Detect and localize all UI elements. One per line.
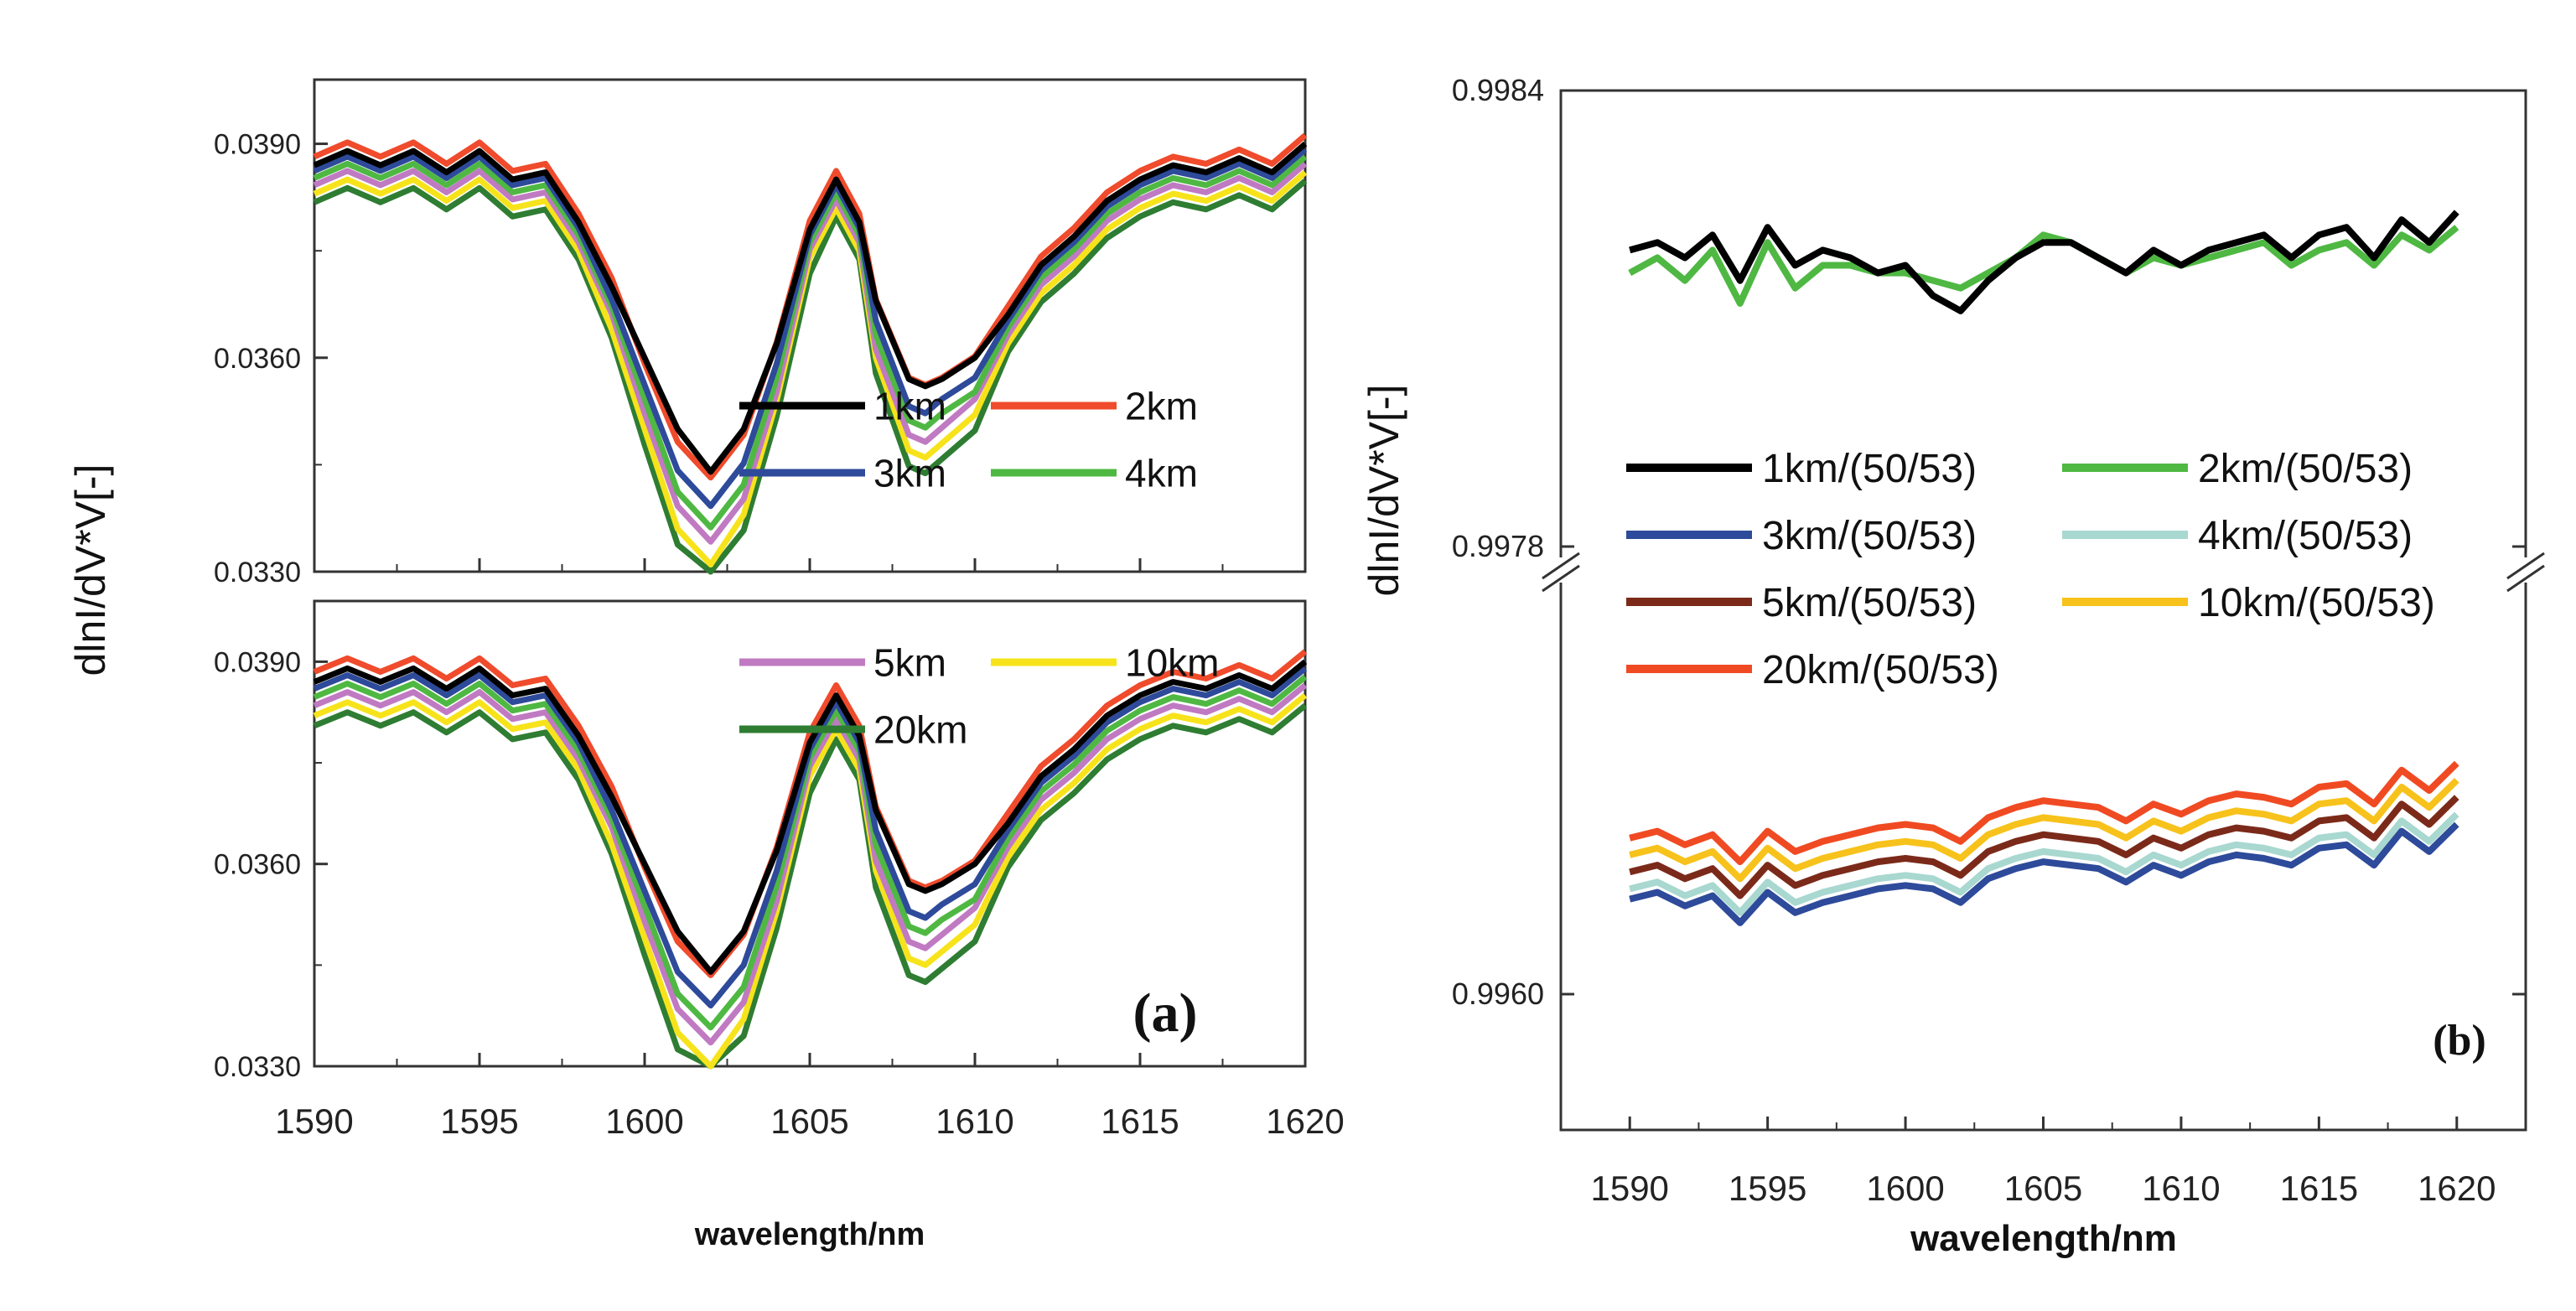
legend-label-series-10km-50-53: 10km/(50/53) xyxy=(2198,581,2435,625)
series-1km-50-53-line-b xyxy=(1629,210,2459,314)
axis-break-mark xyxy=(2506,552,2545,580)
plots: 0.0330 0.0360 0.0390 1590 1595 1600 1605 1610 16… xyxy=(214,73,2545,1208)
series-5km-line-a-bottom xyxy=(313,682,1308,1046)
panel-a-label: (a) xyxy=(1133,982,1198,1044)
y-tick-label-b: 0.9984 xyxy=(1452,73,1544,107)
x-tick-label-b-1590: 1590 xyxy=(1590,1168,1668,1208)
x-tick-label-1605: 1605 xyxy=(770,1101,848,1141)
axis-break-mark xyxy=(1542,564,1580,593)
series-3km-50-53-line-b xyxy=(1629,821,2459,926)
y-tick-label-a-top: 0.0390 xyxy=(214,129,301,161)
x-tick-label-1620: 1620 xyxy=(1266,1101,1344,1141)
legend-label-series-1km-50-53: 1km/(50/53) xyxy=(1762,447,1977,491)
series-5km-line-a-top xyxy=(313,161,1308,545)
axis-break-mark xyxy=(1542,552,1580,580)
panel-b-xlabel: wavelength/nm xyxy=(1910,1218,2177,1259)
series-2km-line-a-top xyxy=(313,132,1308,481)
legend-label-series-20km: 20km xyxy=(873,708,967,752)
x-tick-label-b-1615: 1615 xyxy=(2280,1168,2358,1208)
series-4km-line-a-top xyxy=(313,154,1308,531)
x-tick-label-b-1595: 1595 xyxy=(1729,1168,1806,1208)
panel-a-ylabel: dlnI/dV*V[-] xyxy=(67,464,114,676)
legend-label-series-4km: 4km xyxy=(1125,452,1198,495)
legend-label-series-5km-50-53: 5km/(50/53) xyxy=(1762,581,1977,625)
panel-b-label: (b) xyxy=(2433,1017,2486,1065)
y-tick-label-a-top: 0.0360 xyxy=(214,343,301,375)
x-tick-label-b-1610: 1610 xyxy=(2142,1168,2220,1208)
legend-label-series-5km: 5km xyxy=(873,641,946,685)
y-tick-label-b: 0.9960 xyxy=(1452,977,1544,1011)
x-tick-label-1595: 1595 xyxy=(440,1101,518,1141)
series-20km-line-a-bottom xyxy=(313,702,1308,1070)
x-tick-label-1590: 1590 xyxy=(275,1101,353,1141)
legend-label-series-10km: 10km xyxy=(1125,641,1219,685)
series-1km-line-a-top xyxy=(313,141,1308,475)
legend-label-series-2km-50-53: 2km/(50/53) xyxy=(2198,447,2413,491)
series-4km-50-53-line-b xyxy=(1629,811,2459,916)
legend-label-series-4km-50-53: 4km/(50/53) xyxy=(2198,514,2413,558)
series-2km-line-a-bottom xyxy=(313,649,1308,978)
legend-label-series-3km-50-53: 3km/(50/53) xyxy=(1762,514,1977,558)
legend-label-series-3km: 3km xyxy=(873,452,946,495)
y-tick-label-a-bottom: 0.0330 xyxy=(214,1051,301,1083)
x-tick-label-1615: 1615 xyxy=(1101,1101,1179,1141)
y-tick-label-b: 0.9978 xyxy=(1452,529,1544,563)
x-tick-label-b-1620: 1620 xyxy=(2418,1168,2496,1208)
series-5km-50-53-line-b xyxy=(1629,795,2459,899)
y-tick-label-a-top: 0.0330 xyxy=(214,557,301,588)
series-4km-line-a-bottom xyxy=(313,674,1308,1031)
x-tick-label-b-1605: 1605 xyxy=(2004,1168,2082,1208)
panel-b-ylabel: dlnI/dV*V[-] xyxy=(1361,385,1407,597)
y-tick-label-a-bottom: 0.0390 xyxy=(214,646,301,678)
series-10km-line-a-top xyxy=(313,169,1308,567)
x-tick-label-b-1600: 1600 xyxy=(1866,1168,1944,1208)
series-10km-50-53-line-b xyxy=(1629,777,2459,883)
series-2km-50-53-line-b xyxy=(1628,225,2459,307)
axis-break-mark xyxy=(2506,564,2545,593)
legend-label-series-20km-50-53: 20km/(50/53) xyxy=(1762,648,1999,692)
series-20km-50-53-line-b xyxy=(1629,760,2459,866)
y-tick-label-a-bottom: 0.0360 xyxy=(214,849,301,881)
series-1km-line-a-bottom xyxy=(313,659,1308,975)
panel-a-xlabel: wavelength/nm xyxy=(694,1217,925,1252)
legend-label-series-1km: 1km xyxy=(873,385,946,428)
x-tick-label-1610: 1610 xyxy=(936,1101,1013,1141)
x-tick-label-1600: 1600 xyxy=(605,1101,683,1141)
series-3km-line-a-bottom xyxy=(313,666,1308,1009)
legend-label-series-2km: 2km xyxy=(1125,385,1198,428)
series-20km-line-a-top xyxy=(313,179,1308,575)
